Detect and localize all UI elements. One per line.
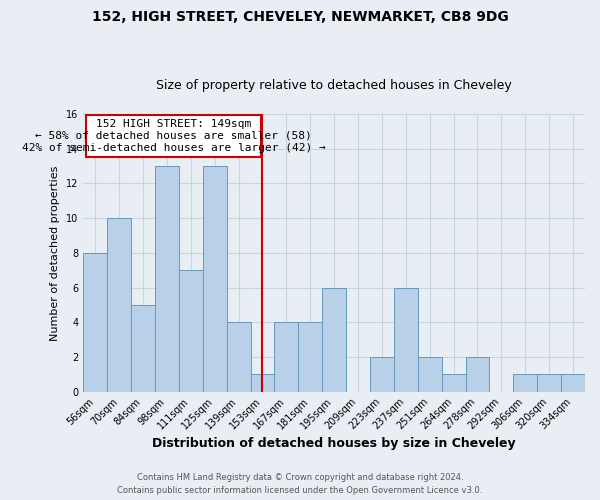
Text: 42% of semi-detached houses are larger (42) →: 42% of semi-detached houses are larger (… [22, 143, 325, 153]
Bar [179, 270, 203, 392]
Bar [251, 374, 274, 392]
Text: Contains HM Land Registry data © Crown copyright and database right 2024.
Contai: Contains HM Land Registry data © Crown c… [118, 474, 482, 495]
Bar [466, 357, 490, 392]
Bar [131, 305, 155, 392]
Bar [227, 322, 251, 392]
Y-axis label: Number of detached properties: Number of detached properties [50, 165, 61, 340]
Bar [83, 253, 107, 392]
Text: 152 HIGH STREET: 149sqm: 152 HIGH STREET: 149sqm [96, 118, 251, 128]
Bar [561, 374, 585, 392]
Bar [203, 166, 227, 392]
Bar [274, 322, 298, 392]
Bar [514, 374, 537, 392]
Bar [370, 357, 394, 392]
Bar [298, 322, 322, 392]
FancyBboxPatch shape [86, 115, 261, 156]
Bar [394, 288, 418, 392]
Text: ← 58% of detached houses are smaller (58): ← 58% of detached houses are smaller (58… [35, 130, 312, 140]
Bar [107, 218, 131, 392]
Bar [537, 374, 561, 392]
Bar [418, 357, 442, 392]
X-axis label: Distribution of detached houses by size in Cheveley: Distribution of detached houses by size … [152, 437, 516, 450]
Bar [155, 166, 179, 392]
Bar [442, 374, 466, 392]
Text: 152, HIGH STREET, CHEVELEY, NEWMARKET, CB8 9DG: 152, HIGH STREET, CHEVELEY, NEWMARKET, C… [92, 10, 508, 24]
Bar [322, 288, 346, 392]
Title: Size of property relative to detached houses in Cheveley: Size of property relative to detached ho… [156, 79, 512, 92]
